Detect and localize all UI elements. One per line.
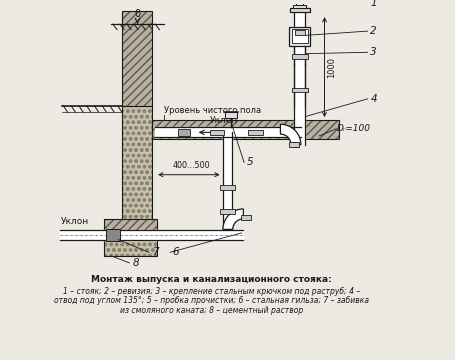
- Text: 5: 5: [247, 157, 253, 167]
- Text: 2: 2: [370, 26, 377, 36]
- Bar: [241, 215, 251, 220]
- Bar: [121, 106, 152, 222]
- Bar: [104, 226, 157, 256]
- Bar: [225, 112, 238, 118]
- Text: 0: 0: [135, 9, 141, 19]
- Text: Уровень чистого пола: Уровень чистого пола: [164, 106, 261, 115]
- Text: Монтаж выпуска и канализационного стояка:: Монтаж выпуска и канализационного стояка…: [91, 275, 332, 284]
- Bar: [293, 143, 298, 147]
- Text: Уклон: Уклон: [61, 217, 89, 226]
- Text: 3: 3: [370, 47, 377, 57]
- Text: 400...500: 400...500: [172, 162, 210, 171]
- Bar: [296, 0, 303, 5]
- Bar: [292, 29, 308, 44]
- Bar: [121, 106, 152, 222]
- Text: из смоляного каната; 8 – цементный раствор: из смоляного каната; 8 – цементный раств…: [120, 306, 303, 315]
- Text: отвод под углом 135°; 5 – пробка прочистки; 6 – стальная гильза; 7 – забивка: отвод под углом 135°; 5 – пробка прочист…: [54, 296, 369, 305]
- Text: 1 – стояк; 2 – ревизия; 3 – крепление стальным крючком под раструб; 4 –: 1 – стояк; 2 – ревизия; 3 – крепление ст…: [63, 287, 360, 296]
- Text: 1: 1: [370, 0, 377, 8]
- Bar: [104, 219, 157, 231]
- Bar: [152, 120, 339, 139]
- Text: 8: 8: [132, 258, 139, 268]
- Bar: [289, 27, 310, 46]
- Bar: [121, 11, 152, 106]
- Text: 4: 4: [370, 94, 377, 104]
- Bar: [290, 8, 310, 12]
- Bar: [248, 130, 263, 135]
- Wedge shape: [223, 209, 243, 229]
- Text: 7: 7: [152, 247, 158, 257]
- Bar: [209, 130, 224, 135]
- Bar: [178, 129, 191, 136]
- Bar: [106, 229, 120, 241]
- Bar: [104, 226, 157, 256]
- Text: 6: 6: [173, 247, 179, 257]
- Text: Dᵣ=100: Dᵣ=100: [337, 124, 371, 133]
- Bar: [220, 209, 235, 214]
- Wedge shape: [280, 124, 301, 145]
- Bar: [295, 30, 305, 35]
- Bar: [292, 54, 308, 59]
- Bar: [121, 11, 152, 106]
- Bar: [293, 5, 306, 8]
- Bar: [152, 120, 339, 139]
- Bar: [289, 142, 299, 147]
- Bar: [292, 88, 308, 92]
- Text: Уклон: Уклон: [210, 116, 238, 125]
- Text: 1000: 1000: [327, 57, 336, 78]
- Bar: [104, 219, 157, 231]
- Bar: [220, 185, 235, 189]
